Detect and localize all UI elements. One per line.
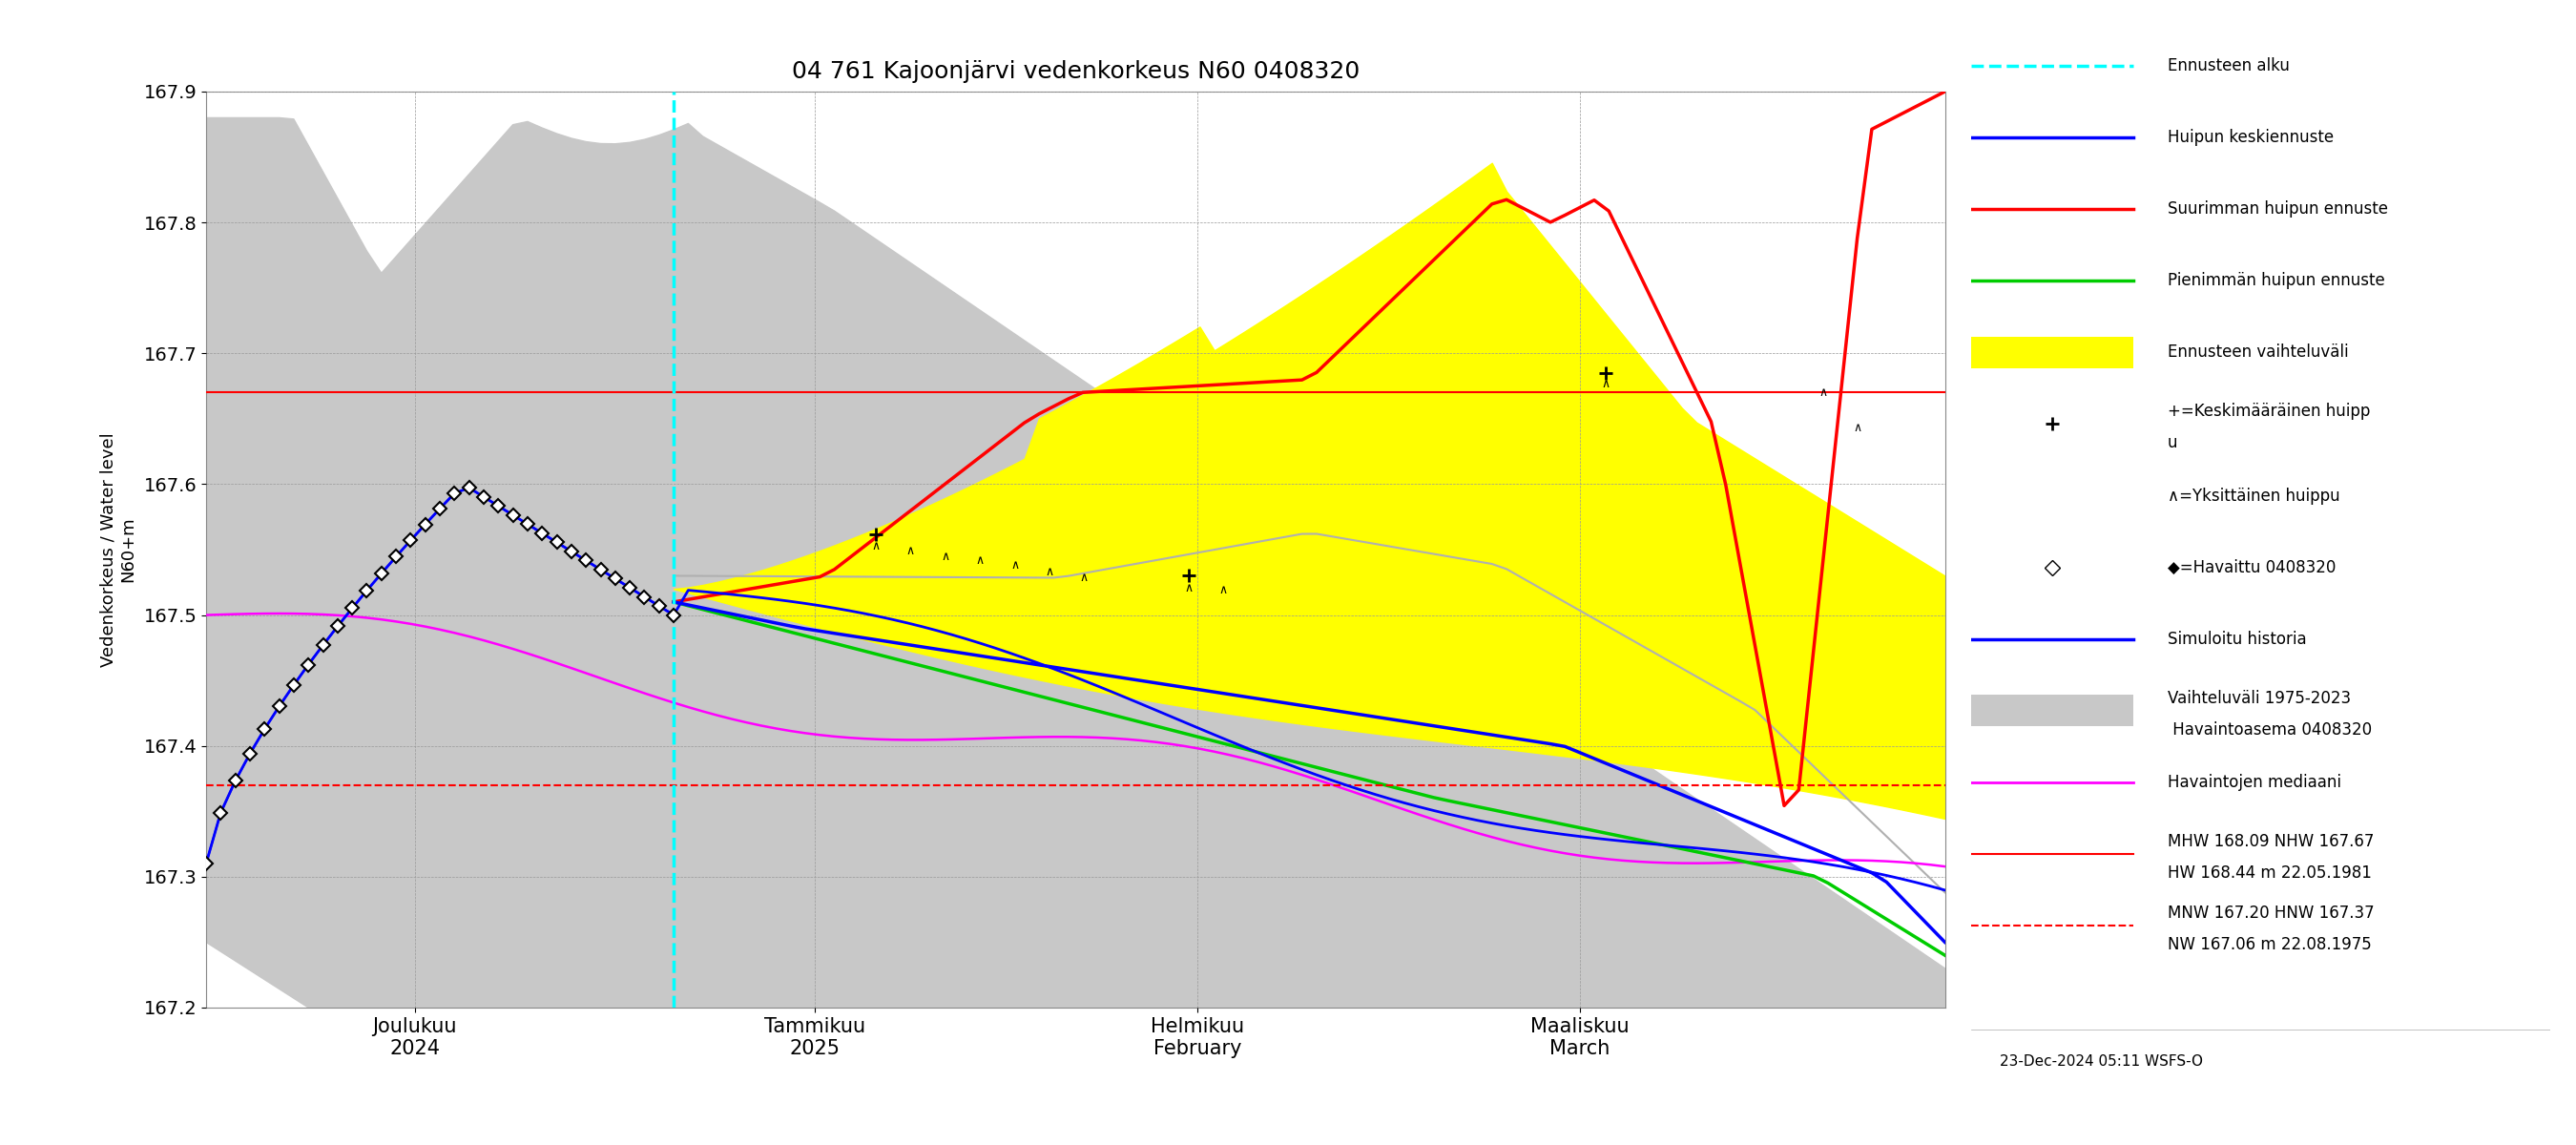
Text: Havaintojen mediaani: Havaintojen mediaani <box>2169 774 2342 791</box>
Text: ∧: ∧ <box>1185 582 1193 594</box>
Text: ∧: ∧ <box>1218 584 1229 597</box>
Text: ∧: ∧ <box>1602 378 1610 390</box>
Text: ∧: ∧ <box>976 554 984 567</box>
Text: Pienimmän huipun ennuste: Pienimmän huipun ennuste <box>2169 273 2385 290</box>
Text: Ennusteen vaihteluväli: Ennusteen vaihteluväli <box>2169 344 2349 361</box>
Text: Huipun keskiennuste: Huipun keskiennuste <box>2169 129 2334 147</box>
Text: u: u <box>2169 434 2177 451</box>
Text: ∧: ∧ <box>1010 560 1020 571</box>
Text: ◆=Havaittu 0408320: ◆=Havaittu 0408320 <box>2169 559 2336 576</box>
Text: Suurimman huipun ennuste: Suurimman huipun ennuste <box>2169 200 2388 218</box>
Text: MHW 168.09 NHW 167.67: MHW 168.09 NHW 167.67 <box>2169 832 2375 850</box>
Text: ∧: ∧ <box>1046 566 1054 578</box>
FancyBboxPatch shape <box>1971 695 2133 726</box>
Text: ∧: ∧ <box>940 551 951 562</box>
Text: Havaintoasema 0408320: Havaintoasema 0408320 <box>2169 721 2372 739</box>
Text: ∧: ∧ <box>871 539 881 552</box>
Text: ∧=Yksittäinen huippu: ∧=Yksittäinen huippu <box>2169 487 2339 504</box>
Text: Simuloitu historia: Simuloitu historia <box>2169 631 2306 648</box>
Text: 23-Dec-2024 05:11 WSFS-O: 23-Dec-2024 05:11 WSFS-O <box>1999 1055 2202 1068</box>
Text: HW 168.44 m 22.05.1981: HW 168.44 m 22.05.1981 <box>2169 864 2372 882</box>
Text: ∧: ∧ <box>1079 571 1090 584</box>
Text: +​=Keskimääräinen huipp: +​=Keskimääräinen huipp <box>2169 403 2370 420</box>
FancyBboxPatch shape <box>1971 337 2133 369</box>
Text: NW 167.06 m 22.08.1975: NW 167.06 m 22.08.1975 <box>2169 935 2372 953</box>
Y-axis label: Vedenkorkeus / Water level
N60+m: Vedenkorkeus / Water level N60+m <box>100 433 137 666</box>
Text: ∧: ∧ <box>1855 423 1862 434</box>
Title: 04 761 Kajoonjärvi vedenkorkeus N60 0408320: 04 761 Kajoonjärvi vedenkorkeus N60 0408… <box>791 61 1360 84</box>
Text: ∧: ∧ <box>1819 387 1826 400</box>
Text: Ennusteen alku: Ennusteen alku <box>2169 57 2290 74</box>
Text: ∧: ∧ <box>907 545 914 558</box>
Text: Vaihteluväli 1975-2023: Vaihteluväli 1975-2023 <box>2169 689 2352 706</box>
Text: MNW 167.20 HNW 167.37: MNW 167.20 HNW 167.37 <box>2169 905 2375 922</box>
